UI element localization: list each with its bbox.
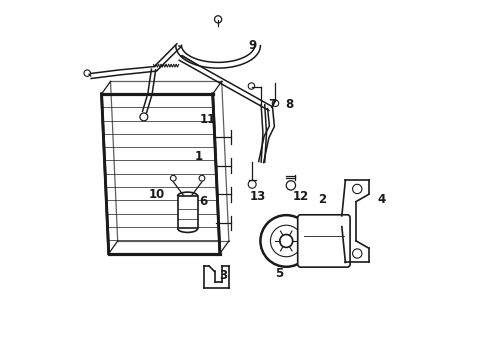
Text: 8: 8	[286, 98, 294, 111]
Text: 7: 7	[268, 98, 276, 111]
Text: 9: 9	[248, 39, 256, 52]
Circle shape	[140, 113, 148, 121]
Circle shape	[272, 100, 279, 107]
Circle shape	[248, 83, 255, 89]
Text: 3: 3	[220, 269, 227, 282]
Bar	[177, 196, 197, 228]
Text: 10: 10	[149, 188, 165, 201]
Circle shape	[84, 70, 91, 76]
Text: 6: 6	[199, 195, 208, 208]
FancyBboxPatch shape	[298, 215, 350, 267]
Text: 12: 12	[293, 190, 309, 203]
Text: 2: 2	[318, 193, 326, 206]
Circle shape	[199, 175, 205, 181]
Circle shape	[215, 16, 221, 23]
Text: 5: 5	[275, 267, 283, 280]
Text: 1: 1	[195, 150, 202, 163]
Text: 4: 4	[377, 193, 386, 206]
Circle shape	[286, 181, 295, 190]
Text: 11: 11	[199, 113, 216, 126]
Circle shape	[248, 180, 256, 188]
Text: 13: 13	[249, 190, 266, 203]
Circle shape	[171, 175, 176, 181]
